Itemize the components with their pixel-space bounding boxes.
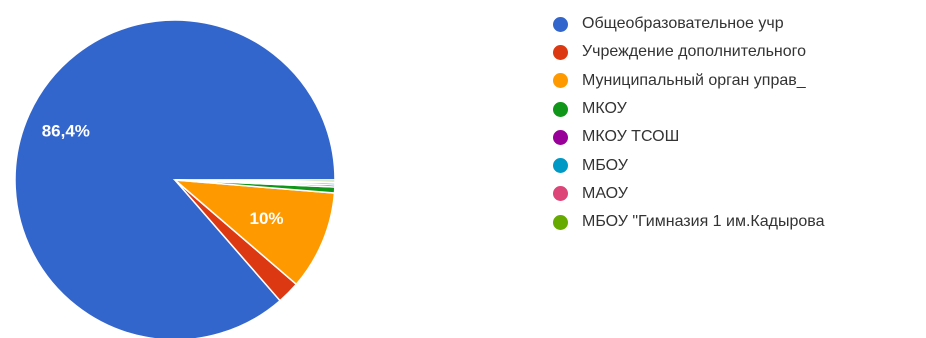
legend-swatch-4 xyxy=(553,101,568,117)
pie-slices xyxy=(14,19,336,338)
legend: Общеобразовательное учр Учреждение дополн… xyxy=(553,10,824,236)
legend-item-2: Учреждение дополнительного xyxy=(553,38,824,66)
legend-label-6: МБОУ xyxy=(582,156,628,174)
slice-label-1: 86,4% xyxy=(42,121,90,140)
legend-swatch-5 xyxy=(553,129,568,145)
slice-labels: 86,4% 10% xyxy=(42,121,284,228)
pie-slice-3 xyxy=(172,179,336,286)
legend-label-4: МКОУ xyxy=(582,100,627,118)
legend-item-7: МАОУ xyxy=(553,180,824,208)
legend-swatch-2 xyxy=(553,44,568,60)
legend-swatch-8 xyxy=(553,214,568,230)
legend-swatch-7 xyxy=(553,186,568,202)
pie-slice-1 xyxy=(14,19,336,338)
legend-label-8: МБОУ "Гимназия 1 им.Кадырова xyxy=(582,213,825,231)
legend-swatch-1 xyxy=(553,16,568,32)
legend-item-8: МБОУ "Гимназия 1 им.Кадырова xyxy=(553,208,824,236)
slice-label-3: 10% xyxy=(249,209,283,228)
legend-swatch-3 xyxy=(553,73,568,89)
legend-item-3: Муниципальный орган управ_ xyxy=(553,67,824,95)
pie-slice-8 xyxy=(174,179,336,183)
legend-label-7: МАОУ xyxy=(582,184,628,202)
legend-item-6: МБОУ xyxy=(553,151,824,179)
legend-swatch-6 xyxy=(553,158,568,174)
legend-label-2: Учреждение дополнительного xyxy=(582,43,807,61)
legend-label-3: Муниципальный орган управ_ xyxy=(582,71,806,89)
legend-item-4: МКОУ xyxy=(553,95,824,123)
legend-label-1: Общеобразовательное учр xyxy=(582,15,784,33)
legend-item-1: Общеобразовательное учр xyxy=(553,10,824,38)
legend-label-5: МКОУ ТСОШ xyxy=(582,128,680,146)
legend-item-5: МКОУ ТСОШ xyxy=(553,123,824,151)
